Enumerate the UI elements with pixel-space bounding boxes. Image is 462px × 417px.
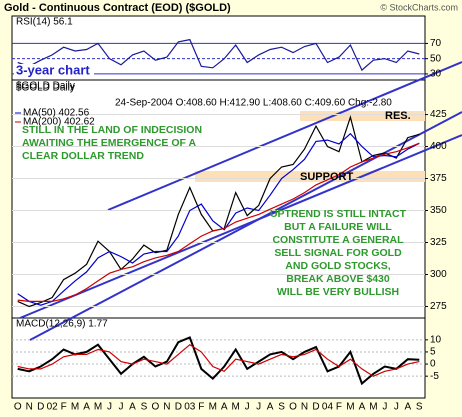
symbol-label: $GOLD Daily xyxy=(16,83,75,94)
y-tick-label: 30 xyxy=(430,69,442,80)
x-tick-label: N xyxy=(301,402,308,413)
x-tick-label: O xyxy=(152,402,160,413)
x-tick-label: J xyxy=(394,402,399,413)
annotation: BUT A FAILURE WILL xyxy=(284,221,392,233)
series-line xyxy=(17,336,420,386)
x-tick-label: N xyxy=(163,402,170,413)
y-tick-label: 400 xyxy=(430,141,447,152)
x-tick-label: S xyxy=(141,402,148,413)
panel-title: $GOLD Daily xyxy=(16,81,75,92)
annotation: UPTREND IS STILL INTACT xyxy=(270,208,407,220)
y-tick-label: 350 xyxy=(430,205,447,216)
x-tick-label: J xyxy=(256,402,261,413)
y-tick-label: 275 xyxy=(430,301,447,312)
macd-panel xyxy=(11,317,426,399)
x-tick-label: O xyxy=(289,402,297,413)
y-tick-label: 50 xyxy=(430,53,442,64)
annotation: STILL IN THE LAND OF INDECISION xyxy=(22,124,202,136)
panel-title: RSI(14) 56.1 xyxy=(16,17,73,28)
y-tick-label: -5 xyxy=(430,371,439,382)
series-line xyxy=(17,343,420,377)
x-tick-label: M xyxy=(369,402,377,413)
annotation: CONSTITUTE A GENERAL xyxy=(272,234,404,246)
panel-title: MACD(12,26,9) 1.77 xyxy=(16,319,108,330)
legend-label: MA(50) 402.56 xyxy=(23,108,90,119)
x-tick-label: S xyxy=(278,402,285,413)
x-tick-label: J xyxy=(245,402,250,413)
support-band xyxy=(195,171,425,182)
x-tick-label: M xyxy=(346,402,354,413)
x-tick-label: A xyxy=(404,402,411,413)
x-tick-label: M xyxy=(94,402,102,413)
annotation: SELL SIGNAL FOR GOLD xyxy=(274,247,402,259)
x-tick-label: J xyxy=(118,402,123,413)
x-tick-label: S xyxy=(416,402,423,413)
res-label: RES. xyxy=(385,110,411,122)
x-tick-label: M xyxy=(209,402,217,413)
y-tick-label: 325 xyxy=(430,237,447,248)
x-tick-label: A xyxy=(221,402,228,413)
x-tick-label: A xyxy=(267,402,274,413)
trend-line xyxy=(19,134,462,319)
x-tick-label: A xyxy=(83,402,90,413)
y-tick-label: 425 xyxy=(430,109,447,120)
x-tick-label: 04 xyxy=(322,402,334,413)
x-tick-label: J xyxy=(107,402,112,413)
y-tick-label: 300 xyxy=(430,269,447,280)
x-tick-label: J xyxy=(382,402,387,413)
x-tick-label: A xyxy=(359,402,366,413)
resistance-band xyxy=(300,111,425,121)
quote-label: 24-Sep-2004 O:408.60 H:412.90 L:408.60 C… xyxy=(115,98,392,109)
x-tick-label: N xyxy=(26,402,33,413)
x-tick-label: F xyxy=(198,402,204,413)
y-tick-label: 0 xyxy=(430,359,436,370)
y-tick-label: 70 xyxy=(430,38,442,49)
x-tick-label: M xyxy=(232,402,240,413)
series-line xyxy=(17,38,420,72)
x-tick-label: D xyxy=(312,402,319,413)
x-tick-label: 02 xyxy=(47,402,59,413)
y-tick-label: 10 xyxy=(430,334,442,345)
x-tick-label: 03 xyxy=(184,402,196,413)
x-tick-label: D xyxy=(175,402,182,413)
trend-line xyxy=(107,61,462,211)
x-tick-label: A xyxy=(129,402,136,413)
annotation: AND GOLD STOCKS, xyxy=(285,260,390,272)
chart-title: Gold - Continuous Contract (EOD) ($GOLD) xyxy=(4,2,231,14)
legend-label: MA(200) 402.62 xyxy=(23,117,95,128)
x-tick-label: D xyxy=(37,402,44,413)
annotation: CLEAR DOLLAR TREND xyxy=(22,150,144,162)
rsi-annotation: 3-year chart xyxy=(16,62,90,77)
x-tick-label: F xyxy=(61,402,67,413)
trend-line xyxy=(29,111,462,341)
support-label: SUPPORT xyxy=(300,171,353,183)
source: © StockCharts.com xyxy=(380,2,458,12)
series-line xyxy=(17,132,420,306)
x-tick-label: O xyxy=(14,402,22,413)
x-tick-label: F xyxy=(336,402,342,413)
label-box xyxy=(14,64,94,78)
annotation: BREAK ABOVE $430 xyxy=(286,273,390,285)
y-tick-label: 375 xyxy=(430,173,447,184)
x-tick-label: M xyxy=(71,402,79,413)
y-tick-label: 5 xyxy=(430,347,436,358)
annotation: AWAITING THE EMERGENCE OF A xyxy=(22,137,196,149)
series-line xyxy=(17,142,420,302)
annotation: WILL BE VERY BULLISH xyxy=(277,286,399,298)
